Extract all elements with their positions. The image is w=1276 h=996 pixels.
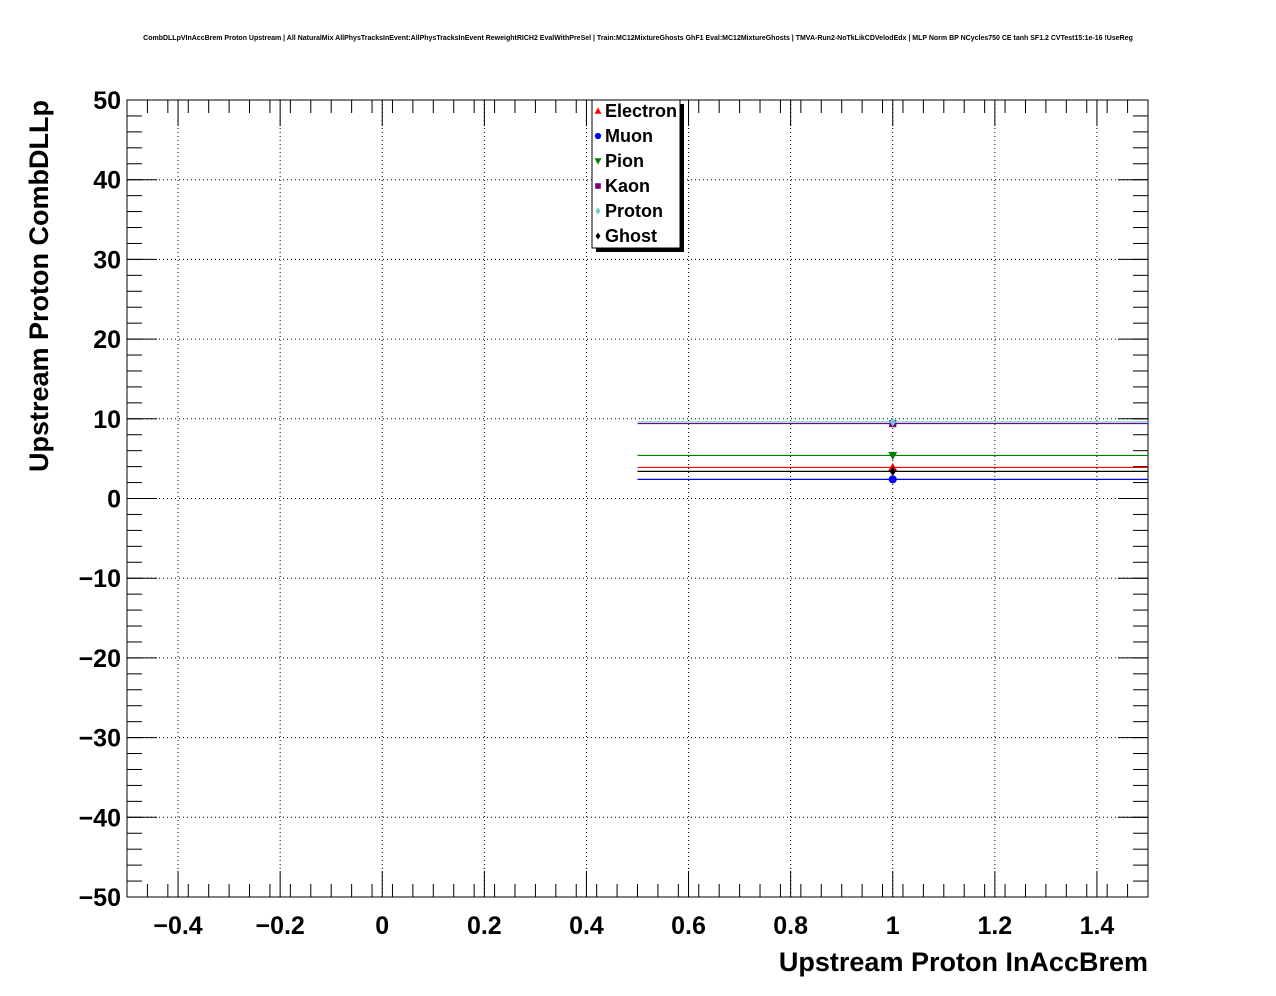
y-tick-label: 20 <box>93 326 121 354</box>
x-tick-label: −0.4 <box>153 912 202 940</box>
y-tick-label: 0 <box>107 486 121 514</box>
y-tick-label: 40 <box>93 167 121 195</box>
x-tick-label: 1.2 <box>977 912 1012 940</box>
legend-label: Pion <box>605 151 644 171</box>
legend-entry: Pion <box>594 151 644 171</box>
legend-label: Muon <box>605 126 653 146</box>
legend-marker <box>594 107 602 114</box>
tick-labels: −0.4 −0.2 0 0.2 0.4 0.6 0.8 1 1.2 1.4 −50 −40 −30 −20… <box>79 87 1115 940</box>
legend-box <box>591 99 681 249</box>
x-tick-label: 0.6 <box>671 912 706 940</box>
series-muon <box>637 475 1148 484</box>
y-tick-label: −30 <box>79 725 121 753</box>
axis-ticks <box>126 99 1149 898</box>
legend-entry: Proton <box>595 201 663 221</box>
legend-entry: Electron <box>594 101 677 121</box>
legend-entry: Kaon <box>595 176 650 196</box>
legend-marker <box>595 232 601 240</box>
x-tick-label: −0.2 <box>255 912 304 940</box>
legend-marker <box>595 183 601 189</box>
x-tick-label: 0 <box>375 912 389 940</box>
data-point <box>889 466 896 476</box>
legend-marker <box>595 207 601 215</box>
x-tick-label: 0.8 <box>773 912 808 940</box>
legend-entry: Ghost <box>595 226 657 246</box>
grid <box>127 99 1148 898</box>
chart-title: CombDLLpVInAccBrem Proton Upstream | All… <box>143 35 1133 42</box>
y-tick-label: −40 <box>79 804 121 832</box>
legend-marker <box>594 132 602 140</box>
data-point <box>888 475 897 484</box>
legend-label: Ghost <box>605 226 657 246</box>
legend-label: Proton <box>605 201 663 221</box>
data-point <box>888 451 898 460</box>
x-tick-label: 0.2 <box>467 912 502 940</box>
series-pion <box>637 451 1148 460</box>
x-axis-title: Upstream Proton InAccBrem <box>779 947 1148 977</box>
legend-label: Electron <box>605 101 677 121</box>
legend: Electron Muon Pion Kaon Proton Ghost <box>591 99 684 252</box>
series-ghost <box>637 466 1148 476</box>
data-series <box>637 417 1148 484</box>
data-point <box>889 417 896 427</box>
legend-marker <box>594 158 602 165</box>
y-tick-label: 10 <box>93 406 121 434</box>
series-proton <box>637 417 1148 427</box>
legend-entry: Muon <box>594 126 653 146</box>
y-axis-title: Upstream Proton CombDLLp <box>24 100 54 472</box>
y-tick-label: 30 <box>93 246 121 274</box>
y-tick-label: −20 <box>79 645 121 673</box>
y-tick-label: −50 <box>79 884 121 912</box>
legend-label: Kaon <box>605 176 650 196</box>
y-tick-label: 50 <box>93 87 121 115</box>
x-tick-label: 1.4 <box>1080 912 1115 940</box>
x-tick-label: 1 <box>886 912 900 940</box>
x-tick-label: 0.4 <box>569 912 604 940</box>
y-tick-label: −10 <box>79 565 121 593</box>
